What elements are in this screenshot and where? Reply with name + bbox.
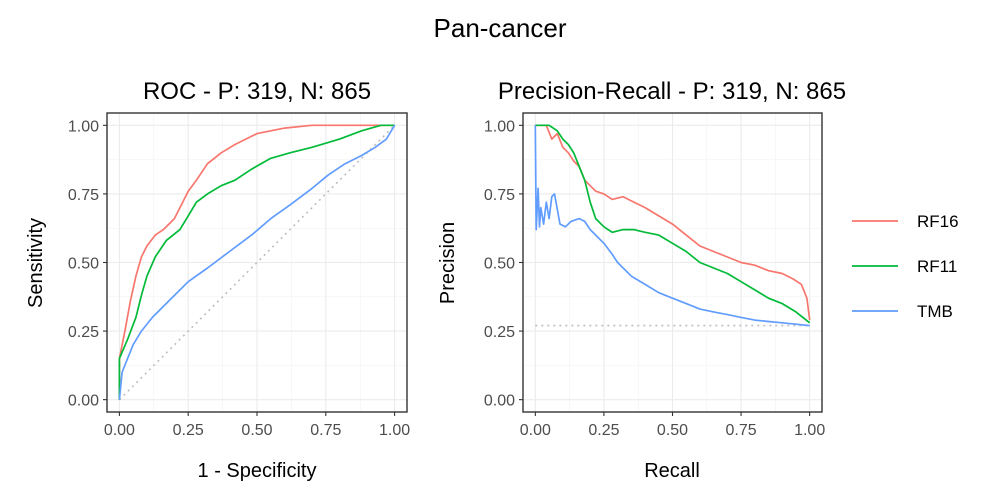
roc-x-tick-label: 0.50 xyxy=(241,422,272,439)
pr-x-tick-label: 0.00 xyxy=(520,422,551,439)
roc-panel: ROC - P: 319, N: 865 1 - Specificity Sen… xyxy=(25,78,410,482)
pr-x-tick-label: 0.25 xyxy=(588,422,619,439)
pr-y-tick-label: 0.50 xyxy=(484,256,515,273)
roc-y-tick-label: 1.00 xyxy=(68,118,99,135)
roc-series-rf16 xyxy=(118,124,395,400)
roc-x-tick-label: 0.25 xyxy=(173,422,204,439)
roc-x-tick-label: 1.00 xyxy=(379,422,410,439)
pr-y-tick-label: 0.00 xyxy=(484,393,515,410)
legend: RF16 RF11 TMB xyxy=(852,212,959,321)
roc-x-tick-label: 0.00 xyxy=(104,422,135,439)
pr-series-rf11 xyxy=(535,124,811,324)
pr-x-tick-label: 1.00 xyxy=(794,422,825,439)
pr-ylabel: Precision xyxy=(437,222,459,304)
legend-label-rf11: RF11 xyxy=(917,257,957,276)
roc-series-tmb xyxy=(118,124,396,400)
pr-y-tick-label: 1.00 xyxy=(484,118,515,135)
roc-series-rf11 xyxy=(118,124,395,400)
pr-y-tick-label: 0.75 xyxy=(484,187,515,204)
legend-item-rf11: RF11 xyxy=(852,257,957,276)
pr-panel: Precision-Recall - P: 319, N: 865 Recall… xyxy=(437,78,846,482)
pr-series-rf16 xyxy=(535,124,811,321)
roc-title: ROC - P: 319, N: 865 xyxy=(143,78,371,105)
pr-xlabel: Recall xyxy=(644,460,700,482)
pr-series-tmb xyxy=(534,125,810,327)
pr-x-tick-label: 0.50 xyxy=(657,422,688,439)
pr-title: Precision-Recall - P: 319, N: 865 xyxy=(498,78,846,105)
roc-grid xyxy=(107,113,407,412)
roc-xlabel: 1 - Specificity xyxy=(198,460,317,482)
legend-label-rf16: RF16 xyxy=(917,212,959,231)
roc-y-tick-label: 0.50 xyxy=(68,256,99,273)
roc-y-tick-label: 0.25 xyxy=(68,324,99,341)
legend-label-tmb: TMB xyxy=(917,302,953,321)
pr-x-tick-label: 0.75 xyxy=(726,422,757,439)
legend-item-tmb: TMB xyxy=(852,302,953,321)
legend-item-rf16: RF16 xyxy=(852,212,959,231)
roc-y-tick-label: 0.75 xyxy=(68,187,99,204)
roc-x-tick-label: 0.75 xyxy=(310,422,341,439)
figure-title: Pan-cancer xyxy=(434,13,567,43)
roc-ylabel: Sensitivity xyxy=(25,218,47,308)
pr-y-tick-label: 0.25 xyxy=(484,324,515,341)
roc-y-tick-label: 0.00 xyxy=(68,393,99,410)
